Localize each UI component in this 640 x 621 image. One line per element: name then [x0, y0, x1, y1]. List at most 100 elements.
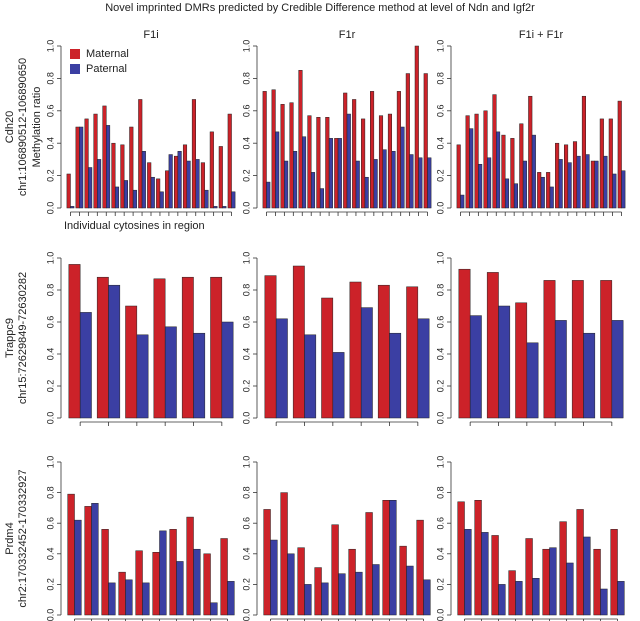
bar	[564, 144, 569, 209]
y-tick-label: 0.4	[45, 548, 55, 561]
bar	[319, 188, 324, 209]
bar	[593, 548, 601, 616]
y-tick-label: 0.0	[435, 412, 445, 425]
bar	[204, 189, 209, 209]
bar	[270, 539, 278, 616]
y-tick-label: 0.0	[45, 609, 55, 621]
bar	[186, 160, 191, 209]
bar	[372, 564, 380, 616]
bar	[491, 535, 499, 616]
bar	[147, 162, 152, 209]
bar	[218, 146, 223, 209]
bar	[334, 138, 339, 209]
bar	[181, 276, 194, 419]
row-label: Cdh20	[4, 111, 16, 143]
bar	[79, 126, 84, 209]
y-tick-label: 0.8	[45, 486, 55, 499]
bar	[617, 100, 622, 209]
bar	[280, 492, 288, 616]
bar	[287, 553, 295, 616]
y-tick-label: 0.8	[435, 72, 445, 85]
bar	[84, 118, 89, 209]
bar	[387, 113, 392, 209]
bar	[418, 157, 423, 209]
bar	[537, 172, 542, 209]
bar	[546, 172, 551, 209]
y-tick-label: 0.6	[241, 105, 251, 118]
bar	[150, 176, 155, 209]
bar	[522, 160, 527, 209]
y-tick-label: 0.8	[241, 284, 251, 297]
bar	[525, 538, 533, 616]
y-tick-label: 0.6	[241, 517, 251, 530]
y-tick-label: 0.2	[435, 169, 445, 182]
bar	[542, 548, 550, 616]
bar	[600, 280, 613, 419]
bar	[566, 562, 574, 616]
bar	[264, 275, 277, 419]
y-tick-label: 0.8	[241, 72, 251, 85]
y-tick-label: 0.6	[435, 517, 445, 530]
bar	[108, 582, 116, 616]
bar	[88, 167, 93, 209]
bar	[307, 115, 312, 209]
bar	[567, 162, 572, 209]
y-tick-label: 0.0	[45, 412, 55, 425]
bar	[136, 334, 149, 419]
bar	[465, 115, 470, 209]
bar	[203, 553, 211, 616]
y-tick-label: 0.8	[435, 284, 445, 297]
bar	[67, 493, 75, 616]
y-tick-label: 1.0	[435, 456, 445, 469]
bar	[96, 276, 109, 419]
bar	[498, 305, 511, 419]
bar	[304, 584, 312, 616]
bar	[275, 318, 288, 419]
bar	[389, 500, 397, 616]
bar	[227, 113, 232, 209]
bar	[349, 281, 362, 419]
bar	[284, 160, 289, 209]
row-label: Prdm4	[4, 522, 16, 554]
bar	[464, 529, 472, 616]
y-tick-label: 1.0	[45, 252, 55, 265]
bar	[406, 286, 419, 419]
legend-label: Maternal	[86, 48, 129, 60]
y-tick-label: 0.8	[45, 284, 55, 297]
bar	[360, 307, 373, 419]
figure-title: Novel imprinted DMRs predicted by Credib…	[105, 2, 535, 14]
bar	[406, 565, 414, 616]
bar	[391, 151, 396, 209]
bar	[289, 102, 294, 209]
bar	[213, 206, 218, 209]
bar	[528, 95, 533, 209]
row-label: chr2:170332452-170332927	[17, 469, 29, 607]
bar	[617, 581, 625, 616]
bar	[132, 189, 137, 209]
bar	[209, 131, 214, 209]
bar	[168, 154, 173, 209]
bar	[365, 512, 373, 616]
bar	[292, 265, 305, 419]
y-tick-label: 0.2	[45, 380, 55, 393]
bar	[456, 144, 461, 209]
bar	[169, 529, 177, 616]
bar	[355, 571, 363, 616]
bar	[176, 561, 184, 616]
row-label: Trappc9	[4, 318, 16, 358]
bar	[304, 334, 317, 419]
bar	[231, 191, 236, 209]
bar	[227, 581, 235, 616]
bar	[138, 99, 143, 209]
bar	[114, 186, 120, 209]
y-tick-label: 0.2	[45, 578, 55, 591]
bar	[135, 550, 143, 616]
bar	[331, 524, 339, 616]
bar	[513, 183, 518, 209]
bar	[332, 352, 345, 419]
bar	[193, 332, 206, 419]
bar	[325, 117, 330, 209]
bar	[540, 176, 545, 209]
bar	[382, 149, 387, 209]
y-axis-label: Methylation ratio	[31, 87, 43, 168]
